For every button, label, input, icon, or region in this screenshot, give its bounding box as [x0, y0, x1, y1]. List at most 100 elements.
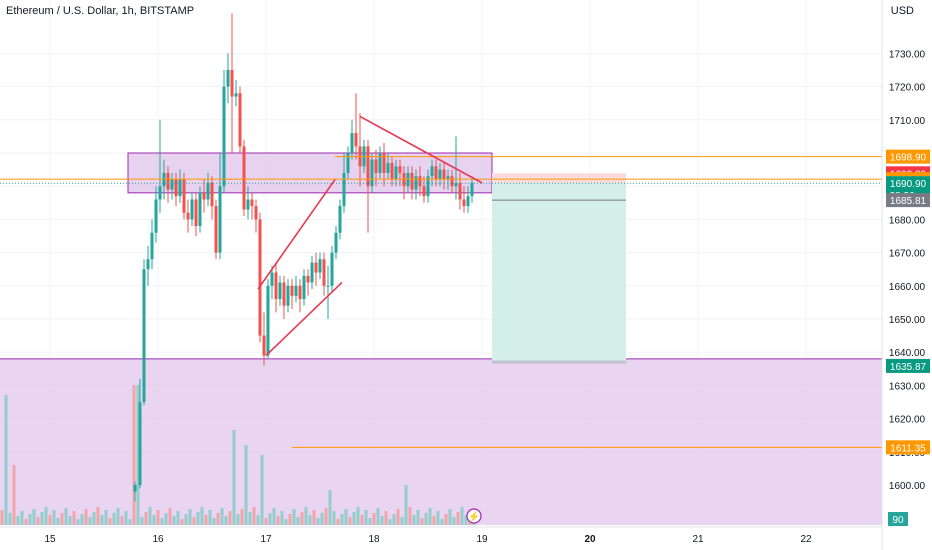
volume-bar: [456, 512, 460, 525]
price-badge-label: 1611.35: [890, 443, 926, 454]
price-badge: [886, 193, 930, 208]
candle-up: [338, 206, 342, 233]
candle-down: [262, 335, 266, 356]
volume-bar: [152, 515, 156, 525]
volume-bar: [172, 516, 176, 525]
volume-bars: [0, 385, 476, 525]
candle-up: [378, 153, 382, 173]
volume-bar: [120, 516, 124, 525]
volume-bar: [348, 517, 352, 525]
y-tick-label: 1660.00: [889, 282, 926, 293]
y-tick-label: 1730.00: [889, 49, 926, 60]
volume-bar: [204, 515, 208, 525]
volume-bar: [396, 509, 400, 525]
candle-up: [346, 153, 350, 173]
candle-up: [394, 166, 398, 180]
volume-bar: [408, 507, 412, 525]
volume-bar: [424, 513, 428, 525]
volume-bar: [232, 430, 236, 525]
volume-bar: [36, 517, 40, 525]
candle-up: [234, 93, 238, 97]
y-tick-label: 1710.00: [889, 116, 926, 127]
candle-down: [458, 182, 462, 200]
candle-up: [430, 166, 434, 177]
candle-down: [194, 199, 198, 227]
volume-bar: [436, 511, 440, 525]
x-tick-label: 19: [476, 534, 488, 545]
volume-bar: [328, 490, 332, 525]
demand-zone: [0, 358, 882, 525]
candle-up: [222, 86, 226, 187]
candle-up: [426, 176, 430, 197]
channel-upper-line: [257, 179, 336, 290]
volume-bar: [416, 510, 420, 525]
candle-down: [282, 282, 286, 306]
volume-bar: [196, 512, 200, 525]
y-tick-label: 1670.00: [889, 249, 926, 260]
candle-up: [310, 262, 314, 283]
candle-down: [238, 93, 242, 147]
volume-bar: [40, 512, 44, 525]
volume-bar: [324, 508, 328, 525]
candle-up: [146, 259, 150, 270]
candle-down: [174, 179, 178, 197]
candle-up: [334, 232, 338, 253]
volume-bar: [264, 518, 268, 525]
price-badge: [886, 440, 930, 455]
volume-bar: [12, 465, 16, 525]
candle-up: [446, 176, 450, 180]
candle-down: [374, 159, 378, 173]
candle-up: [270, 272, 274, 286]
volume-bar: [244, 445, 248, 525]
candle-down: [306, 275, 310, 283]
candle-down: [418, 176, 422, 187]
volume-bar: [228, 511, 232, 525]
candle-up: [438, 169, 442, 180]
volume-bar: [68, 516, 72, 525]
volume-bar: [304, 507, 308, 525]
volume-bar: [384, 511, 388, 525]
volume-bar: [360, 515, 364, 525]
volume-bar: [0, 510, 4, 525]
candle-down: [254, 206, 258, 220]
volume-bar: [368, 518, 372, 525]
volume-bar: [292, 509, 296, 525]
y-tick-label: 1630.00: [889, 381, 926, 392]
volume-bar: [188, 509, 192, 525]
volume-bar: [236, 514, 240, 525]
candle-up: [138, 402, 142, 485]
candle-down: [322, 259, 326, 286]
volume-bar: [256, 515, 260, 525]
candle-down: [450, 176, 454, 187]
volume-bar: [20, 511, 24, 525]
price-badge: [886, 149, 930, 164]
candle-up: [386, 162, 390, 173]
volume-bar: [44, 507, 48, 525]
y-tick-label: 1620.00: [889, 415, 926, 426]
candle-up: [218, 186, 222, 253]
volume-bar: [252, 507, 256, 525]
stop-loss-area: [492, 173, 626, 184]
volume-bar: [336, 519, 340, 525]
price-badge-label: 1698.90: [890, 153, 927, 164]
x-tick-label: 18: [368, 534, 380, 545]
triangle-upper-line: [359, 115, 483, 184]
volume-bar: [432, 516, 436, 525]
volume-bar: [404, 485, 408, 525]
candle-up: [170, 179, 174, 190]
candle-up: [454, 182, 458, 187]
candle-down: [182, 179, 186, 213]
volume-bar: [224, 516, 228, 525]
candle-down: [382, 153, 386, 173]
candle-up: [154, 199, 158, 233]
zones: [0, 152, 882, 525]
volume-bar: [32, 509, 36, 525]
candle-up: [150, 232, 154, 260]
volume-bar: [132, 385, 136, 525]
volume-bar: [88, 517, 92, 525]
candle-up: [330, 252, 334, 286]
volume-bar: [84, 509, 88, 525]
volume-bar: [464, 515, 468, 525]
volume-bar: [112, 513, 116, 525]
